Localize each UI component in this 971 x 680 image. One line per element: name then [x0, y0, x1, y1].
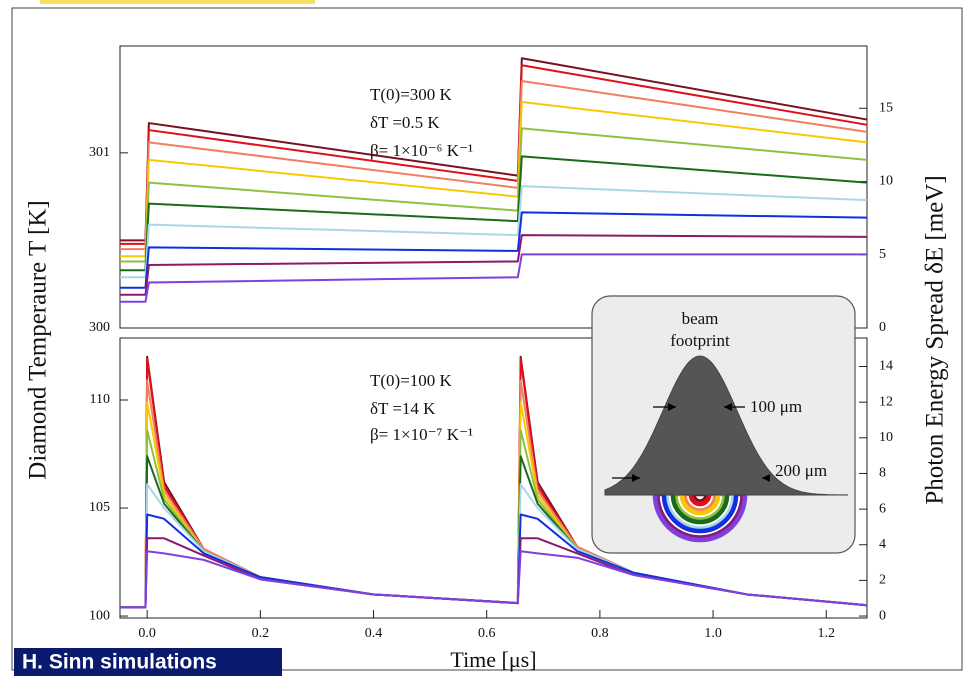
inset-label: beam: [682, 309, 719, 328]
y-tick-label: 300: [89, 320, 110, 335]
y2-tick-label: 12: [879, 394, 893, 409]
annotation: T(0)=100 K: [370, 371, 453, 390]
arrow-head: [668, 403, 676, 411]
plot-area: [119, 45, 868, 329]
x-tick-label: 1.0: [704, 626, 722, 641]
x-tick-label: 1.2: [818, 626, 836, 641]
y2-tick-label: 8: [879, 466, 886, 481]
series-line: [120, 185, 868, 279]
series-line: [120, 101, 868, 258]
highlight-bar: [40, 0, 315, 4]
y2-tick-label: 15: [879, 100, 893, 115]
annotation: δT =14 K: [370, 399, 436, 418]
y2-tick-label: 0: [879, 608, 886, 623]
annotation: δT =0.5 K: [370, 113, 440, 132]
y-tick-label: 105: [89, 500, 110, 515]
series-line: [120, 127, 868, 263]
series-line: [120, 57, 868, 242]
y2-tick-label: 6: [879, 501, 886, 516]
y2-tick-label: 10: [879, 430, 893, 445]
y2-tick-label: 5: [879, 247, 886, 262]
beam-profile: [604, 355, 849, 496]
frame: [11, 7, 963, 671]
y-axis-label: Diamond Temperaure T [K]: [25, 200, 52, 479]
annotation: T(0)=300 K: [370, 85, 453, 104]
credit: H. Sinn simulations: [22, 651, 217, 674]
inset: beam footprint 100 μm 200 μm: [591, 295, 856, 554]
x-tick-label: 0.4: [365, 626, 383, 641]
series-line: [120, 64, 868, 245]
series-line: [120, 80, 868, 251]
inset-width-label: 200 μm: [775, 461, 827, 480]
series-line: [120, 253, 867, 303]
series-line: [120, 550, 868, 609]
credit-box: [14, 648, 282, 676]
arrow-head: [724, 403, 732, 411]
series-line: [120, 155, 868, 272]
plot-area: [119, 337, 868, 619]
y2-tick-label: 14: [879, 359, 893, 374]
y-tick-label: 100: [89, 608, 110, 623]
y2-tick-label: 2: [879, 573, 886, 588]
inset-label: footprint: [670, 331, 730, 350]
y-tick-label: 110: [90, 392, 110, 407]
x-axis-label: Time [μs]: [450, 647, 536, 672]
y-tick-label: 301: [89, 145, 110, 160]
x-tick-label: 0.8: [591, 626, 609, 641]
plots: 300 301 0 5 10 15 T(0)=300 K δT =0.5 K β= 1×10⁻⁶…: [89, 45, 893, 672]
y2-axis-label: Photon Energy Spread δE [meV]: [922, 175, 949, 504]
arrow-head: [632, 474, 640, 482]
y2-tick-label: 0: [879, 320, 886, 335]
annotation: β= 1×10⁻⁷ K⁻¹: [370, 425, 473, 444]
inset-width-label: 100 μm: [750, 397, 802, 416]
arrow-head: [762, 474, 770, 482]
footprint-ring: [693, 493, 707, 502]
series-line: [120, 211, 868, 289]
annotation: β= 1×10⁻⁶ K⁻¹: [370, 141, 473, 160]
y2-tick-label: 4: [879, 537, 886, 552]
x-tick-label: 0.6: [478, 626, 496, 641]
series-line: [120, 234, 868, 296]
x-tick-label: 0.0: [138, 626, 156, 641]
x-tick-label: 0.2: [252, 626, 270, 641]
y2-tick-label: 10: [879, 174, 893, 189]
